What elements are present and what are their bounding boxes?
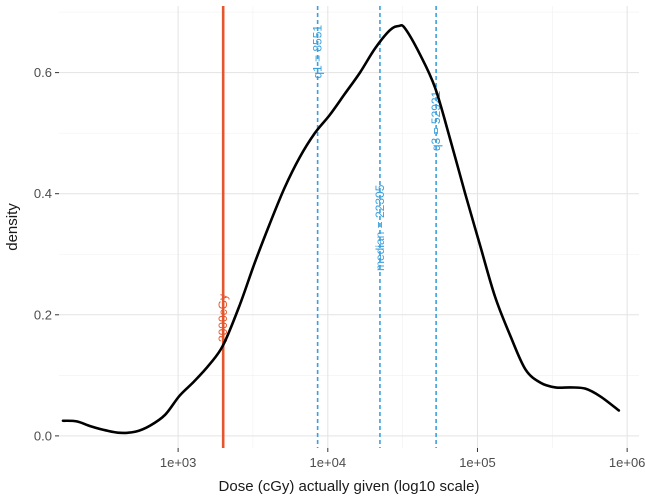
y-axis-title: density — [4, 203, 21, 251]
reference-line-label-3: q3 = 52921 — [429, 90, 443, 151]
y-tick-label: 0.2 — [34, 307, 52, 322]
x-tick-label: 1e+04 — [310, 455, 347, 470]
reference-line-label-0: 2000cGy — [216, 294, 230, 342]
grid — [59, 6, 639, 448]
x-tick-label: 1e+05 — [459, 455, 496, 470]
x-tick-label: 1e+06 — [609, 455, 645, 470]
reference-line-label-2: median = 22305 — [373, 184, 387, 271]
x-axis-title: Dose (cGy) actually given (log10 scale) — [219, 478, 480, 495]
x-tick-label: 1e+03 — [160, 455, 197, 470]
density-curve — [61, 24, 621, 435]
y-tick-label: 0.4 — [34, 186, 52, 201]
y-tick-label: 0.0 — [34, 428, 52, 443]
panel-background — [59, 6, 639, 448]
reference-line-label-1: q1 = 8551 — [311, 25, 325, 79]
reference-lines: 2000cGy q1 = 8551 median = 22305 q3 = 52921 — [216, 6, 443, 448]
axes: 1e+03 1e+04 1e+05 1e+06 0.0 0.2 0.4 0.6 — [34, 65, 645, 470]
y-tick-label: 0.6 — [34, 65, 52, 80]
